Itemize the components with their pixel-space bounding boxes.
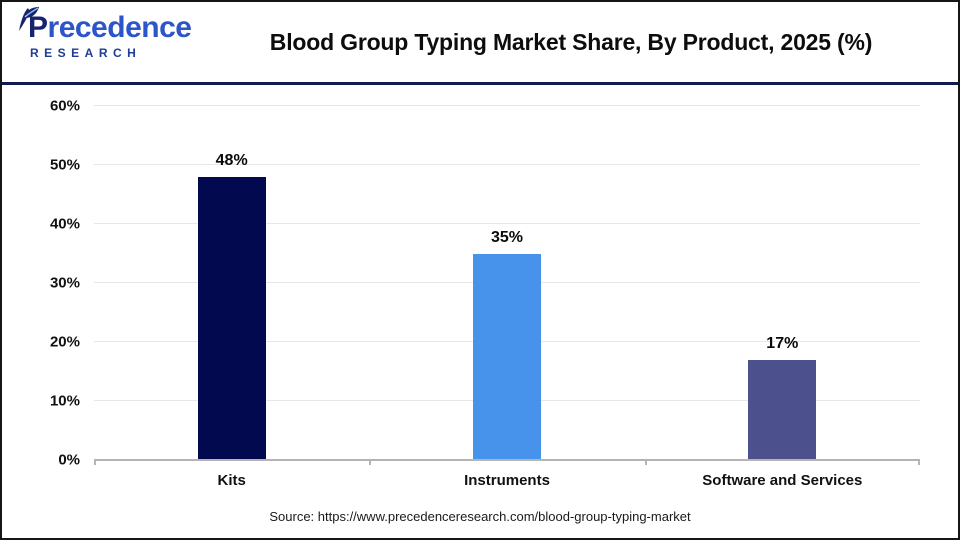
bars: 48% 35% 17% (94, 106, 920, 460)
x-tick-label: Software and Services (702, 472, 863, 489)
brand-subtitle: RESEARCH (30, 46, 142, 60)
gridline (94, 223, 920, 224)
bar-value-label: 35% (490, 228, 523, 246)
bar (748, 359, 817, 460)
bar (472, 253, 541, 460)
y-tick-label: 40% (49, 215, 80, 233)
y-tick-label: 60% (49, 97, 80, 115)
y-tick-label: 30% (49, 274, 80, 292)
x-axis-tick (369, 460, 372, 465)
y-tick-label: 20% (49, 333, 80, 351)
source-citation: Source: https://www.precedenceresearch.c… (269, 509, 691, 524)
chart-title-wrap: Blood Group Typing Market Share, By Prod… (192, 2, 950, 82)
bar-value-label: 48% (215, 151, 248, 169)
chart-title: Blood Group Typing Market Share, By Prod… (269, 28, 873, 55)
brand-row: Precedence (18, 7, 193, 44)
gridline (94, 105, 920, 106)
y-tick-label: 0% (58, 451, 80, 469)
y-axis-labels: 0% 10% 20% 30% 40% 50% 60% (22, 98, 86, 469)
plot-area: 0% 10% 20% 30% 40% 50% 60% 48% 35% 17% Kits Instr… (50, 98, 920, 489)
x-axis-tick (644, 460, 647, 465)
x-tick-label: Kits (217, 472, 246, 489)
y-tick-label: 50% (49, 156, 80, 174)
y-tick-label: 10% (49, 392, 80, 410)
header: Precedence RESEARCH Blood Group Typing M… (2, 2, 958, 85)
gridline (94, 164, 920, 165)
x-axis-tick (918, 460, 920, 465)
x-axis-line (94, 459, 920, 461)
x-tick-label: Instruments (464, 472, 550, 489)
leaf-icon (19, 7, 39, 31)
bar-column-software-and-services: 17% (645, 106, 920, 460)
x-axis-tick (94, 460, 96, 465)
bar-column-kits: 48% (94, 106, 369, 460)
bar-value-label: 17% (766, 334, 799, 352)
bar (197, 176, 266, 460)
x-axis-labels: Kits Instruments Software and Services (94, 472, 920, 489)
brand-name: Precedence (28, 11, 192, 44)
brand-logo: Precedence RESEARCH (18, 7, 193, 60)
bar-column-instruments: 35% (369, 106, 644, 460)
